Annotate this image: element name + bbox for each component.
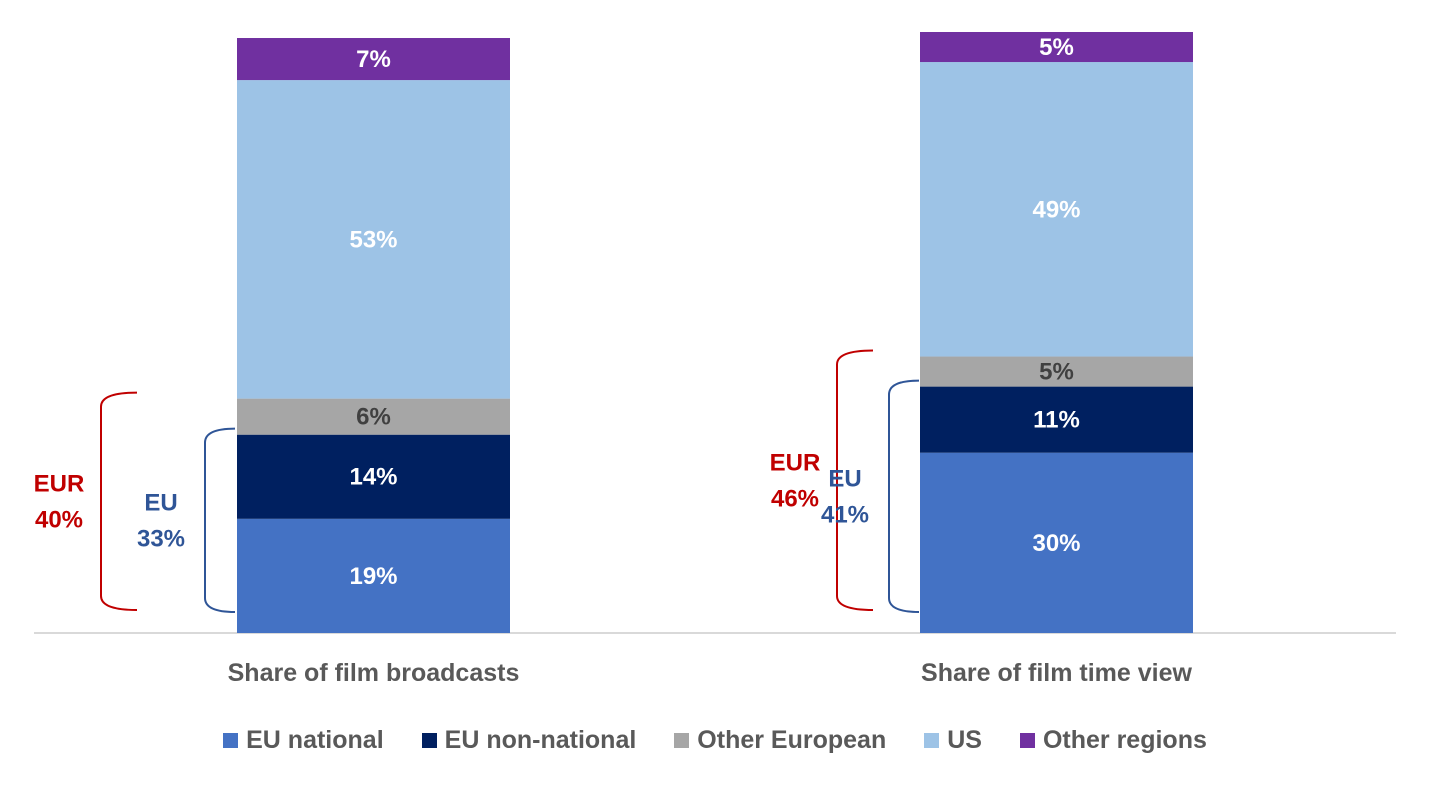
data-label: 7% (356, 46, 391, 73)
legend-swatch (223, 732, 239, 748)
data-label: 49% (1032, 196, 1080, 223)
legend-swatch (421, 732, 437, 748)
data-label: 14% (349, 464, 397, 491)
legend-label: EU non-national (444, 725, 637, 754)
legend-swatch (1019, 732, 1035, 748)
data-label: 6% (356, 404, 391, 431)
legend: EU national EU non-national Other European… (0, 722, 1430, 758)
legend-item-other-european: Other European (674, 726, 886, 755)
legend-label: Other regions (1042, 725, 1207, 754)
bar-segment-other-european (920, 356, 1193, 387)
bracket-value-eu: 33% (137, 525, 185, 552)
bar-segment-other-regions (237, 38, 510, 81)
bar-segment-eu-national (920, 452, 1193, 633)
legend-item-us: US (924, 726, 982, 755)
bracket-value-eur: 40% (35, 506, 83, 533)
bracket-value-eu: 41% (821, 501, 869, 528)
data-label: 53% (349, 226, 397, 253)
bracket-label-eur: EUR (770, 449, 821, 476)
legend-swatch (674, 732, 690, 748)
bracket-eur (836, 349, 874, 611)
legend-label: EU national (246, 725, 384, 754)
legend-item-eu-non-national: EU non-national (421, 725, 637, 755)
legend-label: Other European (697, 725, 887, 754)
bar-segment-us (237, 80, 510, 399)
bar-segment-us (920, 62, 1193, 357)
bar-segment-eu-non-national (920, 386, 1193, 453)
bracket-eur (100, 391, 138, 611)
bracket-label-eur: EUR (34, 470, 85, 497)
bracket-eu (888, 379, 920, 613)
bracket-eu (204, 427, 236, 613)
bar-segment-other-european (237, 398, 510, 435)
data-label: 11% (1033, 407, 1080, 434)
data-label: 19% (349, 563, 397, 590)
data-label: 30% (1032, 530, 1080, 557)
data-label: 5% (1039, 34, 1074, 61)
bar-segment-eu-non-national (237, 434, 510, 519)
category-label: Share of film broadcasts (228, 659, 520, 687)
legend-label: US (947, 725, 982, 754)
data-label: 5% (1039, 359, 1074, 386)
bar-segment-eu-national (237, 518, 510, 633)
bracket-label-eu: EU (828, 465, 861, 492)
bracket-label-eu: EU (144, 489, 177, 516)
bracket-value-eur: 46% (771, 485, 819, 512)
category-label: Share of film time view (921, 659, 1192, 687)
bar-segment-other-regions (920, 32, 1193, 63)
legend-item-other-regions: Other regions (1019, 725, 1207, 755)
legend-swatch (924, 732, 940, 748)
legend-item-eu-national: EU national (223, 726, 384, 755)
stacked-bar-chart: 19% 14% 6% 53% 7% Share of film broadcasts 30%… (34, 32, 1396, 687)
